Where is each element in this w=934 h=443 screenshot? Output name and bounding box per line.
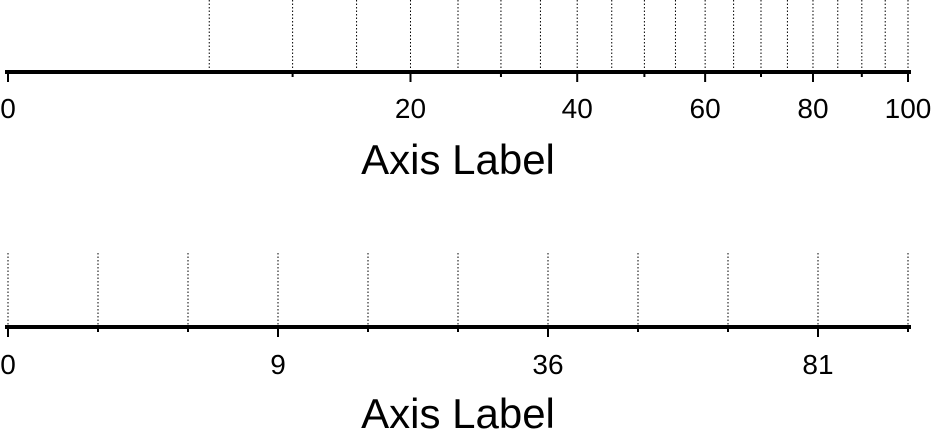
- tick-label: 0: [0, 93, 16, 124]
- tick-label: 81: [802, 349, 833, 380]
- tick-label: 40: [562, 93, 593, 124]
- tick-label: 80: [797, 93, 828, 124]
- axis-title: Axis Label: [361, 390, 555, 437]
- axis-panel-top: 0 20 40 60 80 100 Axis Label: [0, 0, 931, 183]
- tick-label: 9: [270, 349, 286, 380]
- tick-label: 0: [0, 349, 16, 380]
- tick-label: 20: [395, 93, 426, 124]
- axis-panel-bottom: 0 9 36 81 Axis Label: [0, 253, 911, 437]
- tick-label: 36: [532, 349, 563, 380]
- tick-label: 100: [885, 93, 932, 124]
- tick-label: 60: [690, 93, 721, 124]
- axis-title: Axis Label: [361, 136, 555, 183]
